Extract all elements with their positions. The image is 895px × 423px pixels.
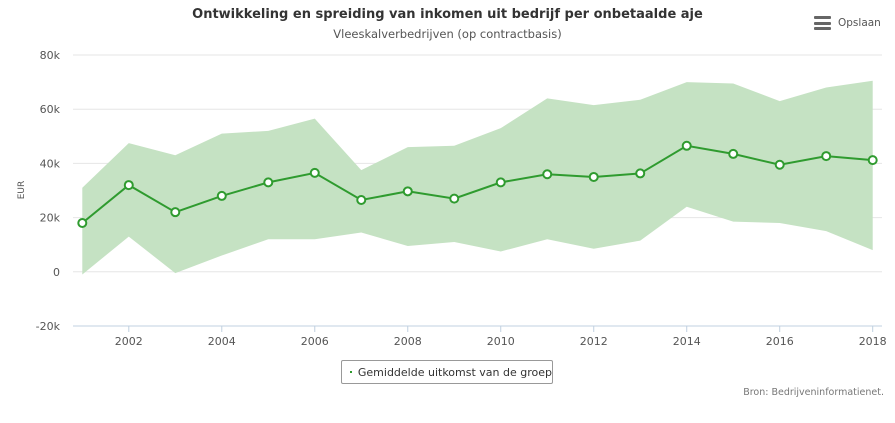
- y-axis-label: EUR: [17, 181, 27, 200]
- y-tick-label: 0: [53, 266, 60, 279]
- y-tick-label: 20k: [40, 212, 61, 225]
- x-axis: 2002 2004 2006 2008 2010 2012 2014 2016 2018: [73, 325, 887, 348]
- range-area-group: [82, 80, 873, 275]
- data-point[interactable]: [495, 177, 506, 188]
- x-tick-label: 2014: [673, 335, 701, 348]
- data-point[interactable]: [216, 190, 227, 201]
- chart-title: Ontwikkeling en spreiding van inkomen ui…: [192, 7, 703, 22]
- x-tick-label: 2016: [766, 335, 794, 348]
- x-tick-label: 2004: [208, 335, 236, 348]
- data-point[interactable]: [449, 193, 460, 204]
- legend-label: Gemiddelde uitkomst van de groep: [357, 365, 552, 379]
- data-point[interactable]: [123, 180, 134, 191]
- data-point[interactable]: [542, 169, 553, 180]
- data-point[interactable]: [588, 171, 599, 182]
- data-point[interactable]: [635, 168, 646, 179]
- x-tick-label: 2008: [394, 335, 422, 348]
- data-point[interactable]: [309, 167, 320, 178]
- data-point[interactable]: [77, 218, 88, 229]
- data-point[interactable]: [728, 148, 739, 159]
- legend-item[interactable]: Gemiddelde uitkomst van de groep: [341, 360, 553, 384]
- chart-subtitle: Vleeskalverbedrijven (op contractbasis): [333, 27, 562, 41]
- data-point[interactable]: [402, 186, 413, 197]
- range-area: [82, 80, 873, 275]
- data-point[interactable]: [821, 151, 832, 162]
- y-tick-label: -20k: [36, 320, 61, 333]
- legend-swatch: [350, 371, 352, 373]
- y-tick-label: 40k: [40, 157, 61, 170]
- y-axis: -20k 0 20k 40k 60k 80k: [36, 49, 61, 333]
- save-menu-button[interactable]: Opslaan: [814, 14, 881, 32]
- x-tick-label: 2006: [301, 335, 329, 348]
- hamburger-menu-icon: [814, 16, 831, 30]
- x-tick-label: 2002: [115, 335, 143, 348]
- data-point[interactable]: [681, 140, 692, 151]
- save-menu-label: Opslaan: [838, 17, 881, 29]
- data-point[interactable]: [170, 207, 181, 218]
- series-line-group: [77, 140, 878, 229]
- x-tick-label: 2012: [580, 335, 608, 348]
- source-credit: Bron: Bedrijveninformatienet.: [743, 387, 884, 398]
- data-point[interactable]: [356, 194, 367, 205]
- data-point[interactable]: [867, 155, 878, 166]
- y-tick-label: 80k: [40, 49, 61, 62]
- y-tick-label: 60k: [40, 103, 61, 116]
- data-point[interactable]: [774, 159, 785, 170]
- x-tick-label: 2018: [859, 335, 887, 348]
- data-point[interactable]: [263, 177, 274, 188]
- x-tick-label: 2010: [487, 335, 515, 348]
- series-line: [81, 144, 873, 224]
